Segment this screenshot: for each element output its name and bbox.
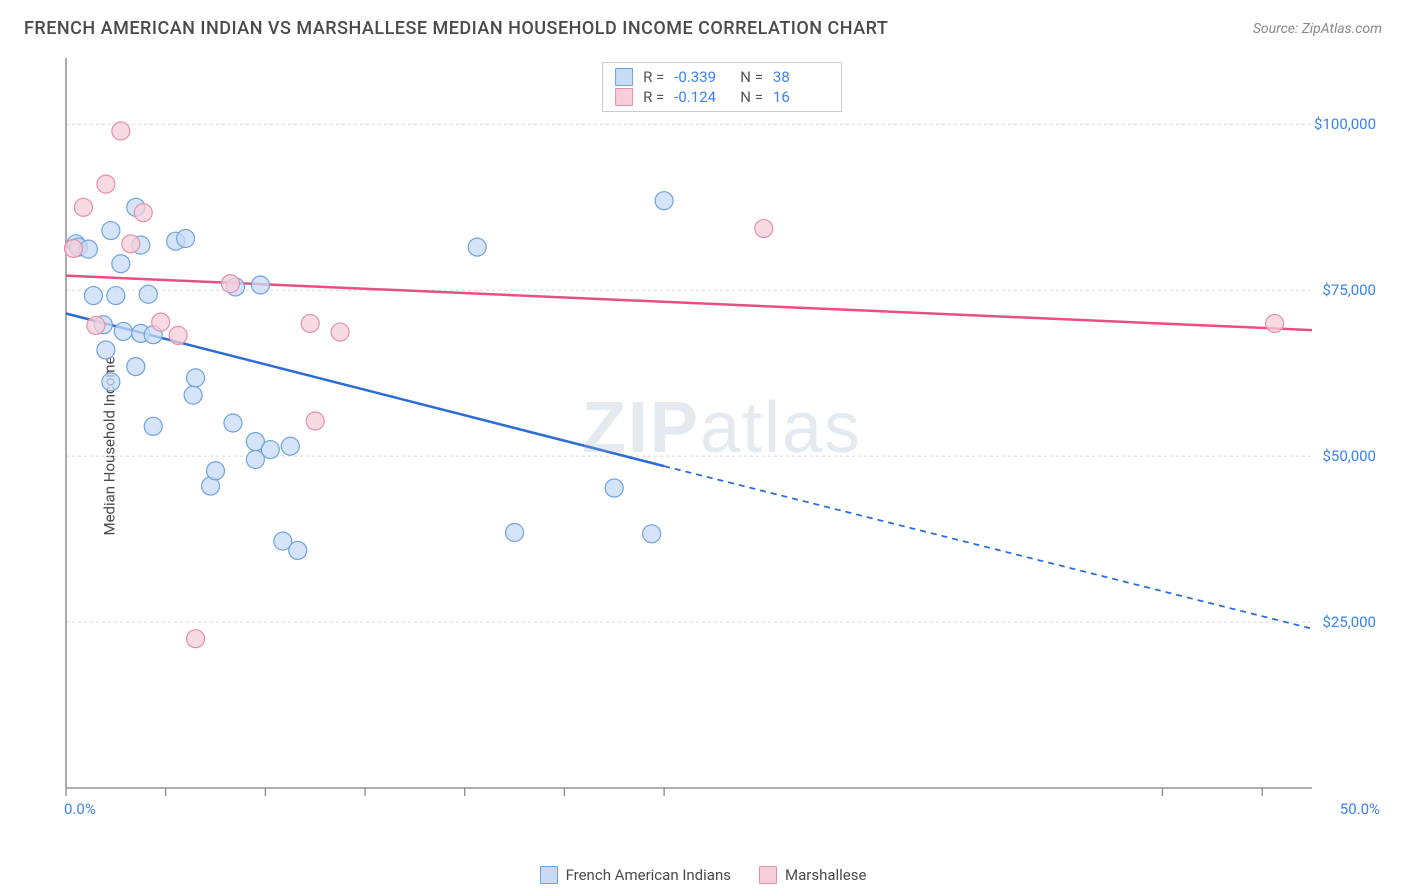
legend-item-1: French American Indians (540, 866, 731, 884)
legend-label-2: Marshallese (785, 866, 866, 884)
y-tick-label: $100,000 (1314, 115, 1376, 133)
stat-n-value-2: 16 (773, 88, 829, 106)
stat-r-label: R = (643, 88, 664, 106)
stat-n-value-1: 38 (773, 68, 829, 86)
x-end-label: 50.0% (1340, 800, 1380, 818)
chart-svg (62, 58, 1382, 828)
stat-n-label: N = (740, 88, 763, 106)
y-tick-label: $25,000 (1322, 613, 1376, 631)
stats-swatch-1 (615, 68, 633, 86)
legend-item-2: Marshallese (759, 866, 866, 884)
x-start-label: 0.0% (64, 800, 96, 818)
y-tick-label: $75,000 (1322, 281, 1376, 299)
header: FRENCH AMERICAN INDIAN VS MARSHALLESE ME… (0, 0, 1406, 47)
stats-row-series2: R = -0.124 N = 16 (615, 87, 829, 107)
stat-n-label: N = (740, 68, 763, 86)
legend-swatch-2 (759, 866, 777, 884)
stat-r-value-2: -0.124 (674, 88, 730, 106)
source-attribution: Source: ZipAtlas.com (1253, 21, 1382, 37)
correlation-stats-box: R = -0.339 N = 38 R = -0.124 N = 16 (602, 62, 842, 112)
plot-area: ZIPatlas R = -0.339 N = 38 R = -0.124 N … (62, 58, 1382, 828)
y-tick-label: $50,000 (1322, 447, 1376, 465)
legend: French American Indians Marshallese (0, 866, 1406, 884)
stat-r-value-1: -0.339 (674, 68, 730, 86)
legend-swatch-1 (540, 866, 558, 884)
stats-row-series1: R = -0.339 N = 38 (615, 67, 829, 87)
chart-title: FRENCH AMERICAN INDIAN VS MARSHALLESE ME… (24, 18, 888, 39)
chart-container: FRENCH AMERICAN INDIAN VS MARSHALLESE ME… (0, 0, 1406, 892)
stat-r-label: R = (643, 68, 664, 86)
legend-label-1: French American Indians (566, 866, 731, 884)
stats-swatch-2 (615, 88, 633, 106)
